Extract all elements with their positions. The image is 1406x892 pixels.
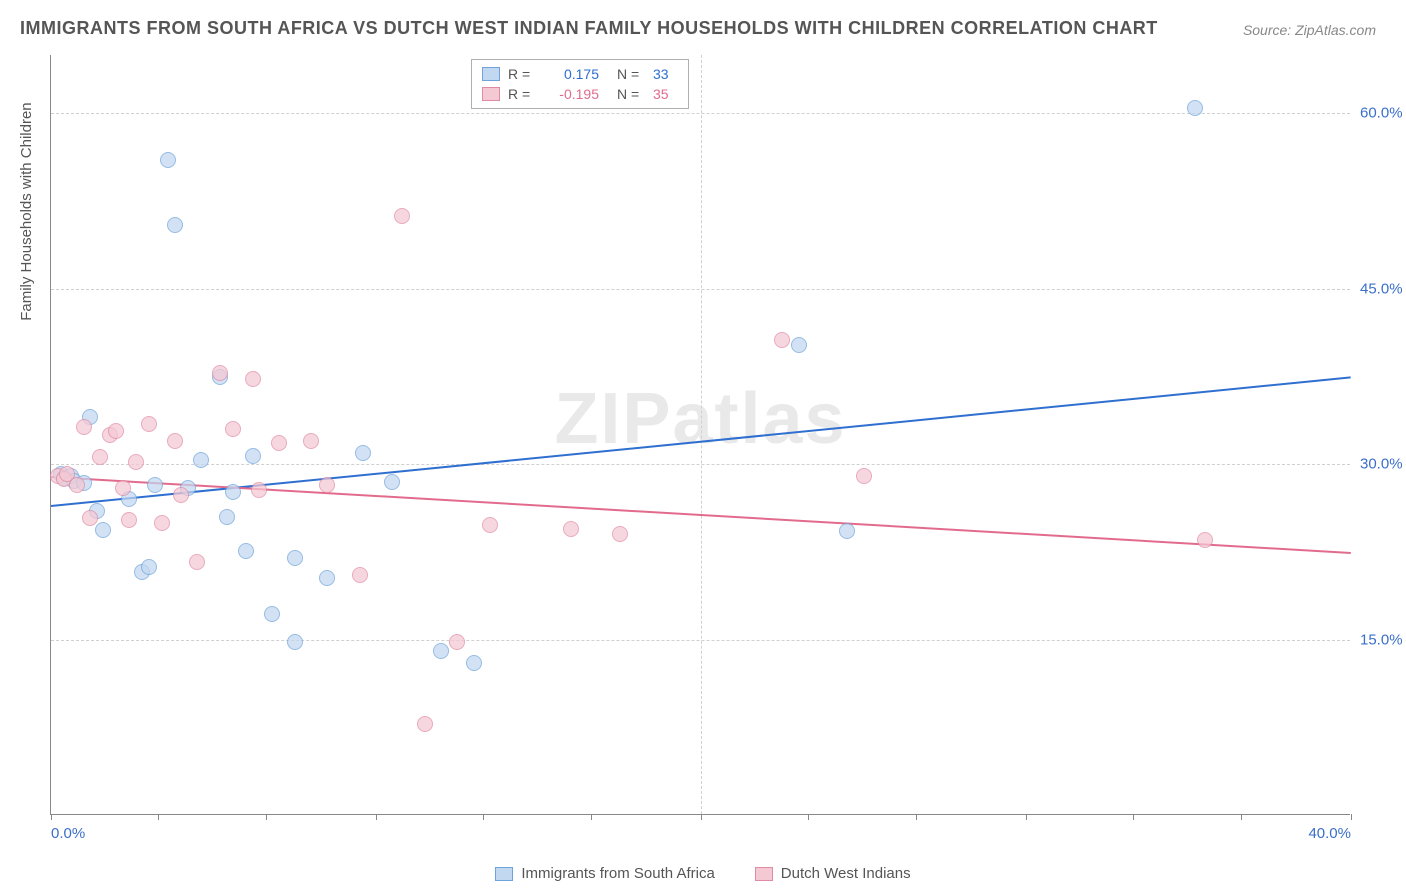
x-tick-label: 0.0% — [51, 825, 85, 842]
n-value-1: 33 — [653, 66, 678, 82]
y-tick-label: 15.0% — [1360, 631, 1406, 648]
r-value-1: 0.175 — [544, 66, 599, 82]
data-point — [791, 337, 807, 353]
x-tick-mark — [916, 814, 917, 820]
data-point — [303, 433, 319, 449]
data-point — [319, 570, 335, 586]
legend-label-1: Immigrants from South Africa — [521, 865, 714, 882]
legend-item-2: Dutch West Indians — [755, 865, 911, 882]
swatch-icon — [495, 867, 513, 881]
data-point — [355, 445, 371, 461]
data-point — [774, 332, 790, 348]
data-point — [319, 477, 335, 493]
data-point — [167, 217, 183, 233]
x-tick-mark — [483, 814, 484, 820]
data-point — [352, 567, 368, 583]
r-label: R = — [508, 86, 536, 102]
correlation-row-2: R = -0.195 N = 35 — [482, 84, 678, 104]
data-point — [212, 365, 228, 381]
legend-label-2: Dutch West Indians — [781, 865, 911, 882]
data-point — [466, 655, 482, 671]
data-point — [92, 449, 108, 465]
correlation-legend: R = 0.175 N = 33 R = -0.195 N = 35 — [471, 59, 689, 109]
x-tick-mark — [51, 814, 52, 820]
data-point — [287, 550, 303, 566]
data-point — [1197, 532, 1213, 548]
data-point — [433, 643, 449, 659]
x-tick-mark — [808, 814, 809, 820]
correlation-row-1: R = 0.175 N = 33 — [482, 64, 678, 84]
data-point — [856, 468, 872, 484]
data-point — [482, 517, 498, 533]
data-point — [82, 510, 98, 526]
data-point — [271, 435, 287, 451]
y-tick-label: 30.0% — [1360, 456, 1406, 473]
chart-title: IMMIGRANTS FROM SOUTH AFRICA VS DUTCH WE… — [20, 18, 1158, 39]
data-point — [69, 477, 85, 493]
swatch-series-2 — [482, 87, 500, 101]
data-point — [141, 559, 157, 575]
data-point — [394, 208, 410, 224]
data-point — [384, 474, 400, 490]
data-point — [128, 454, 144, 470]
n-label: N = — [617, 66, 645, 82]
data-point — [160, 152, 176, 168]
n-label: N = — [617, 86, 645, 102]
legend-item-1: Immigrants from South Africa — [495, 865, 714, 882]
data-point — [141, 416, 157, 432]
plot-area: ZIPatlas R = 0.175 N = 33 R = -0.195 N =… — [50, 55, 1350, 815]
source-attribution: Source: ZipAtlas.com — [1243, 22, 1376, 38]
x-tick-mark — [266, 814, 267, 820]
data-point — [147, 477, 163, 493]
x-tick-mark — [1241, 814, 1242, 820]
r-label: R = — [508, 66, 536, 82]
data-point — [219, 509, 235, 525]
x-tick-label: 40.0% — [1308, 825, 1351, 842]
data-point — [167, 433, 183, 449]
swatch-icon — [755, 867, 773, 881]
data-point — [121, 512, 137, 528]
data-point — [173, 487, 189, 503]
data-point — [225, 421, 241, 437]
x-tick-mark — [591, 814, 592, 820]
data-point — [612, 526, 628, 542]
data-point — [76, 419, 92, 435]
data-point — [287, 634, 303, 650]
x-tick-mark — [376, 814, 377, 820]
x-tick-mark — [1133, 814, 1134, 820]
data-point — [238, 543, 254, 559]
x-tick-mark — [158, 814, 159, 820]
data-point — [839, 523, 855, 539]
r-value-2: -0.195 — [544, 86, 599, 102]
data-point — [115, 480, 131, 496]
data-point — [264, 606, 280, 622]
data-point — [251, 482, 267, 498]
n-value-2: 35 — [653, 86, 678, 102]
data-point — [95, 522, 111, 538]
x-tick-mark — [1026, 814, 1027, 820]
data-point — [154, 515, 170, 531]
data-point — [563, 521, 579, 537]
x-tick-mark — [1351, 814, 1352, 820]
y-axis-label: Family Households with Children — [18, 102, 35, 320]
x-tick-mark — [701, 814, 702, 820]
swatch-series-1 — [482, 67, 500, 81]
data-point — [1187, 100, 1203, 116]
data-point — [225, 484, 241, 500]
data-point — [245, 371, 261, 387]
y-tick-label: 45.0% — [1360, 280, 1406, 297]
data-point — [193, 452, 209, 468]
gridline-v — [701, 55, 702, 814]
data-point — [245, 448, 261, 464]
y-tick-label: 60.0% — [1360, 105, 1406, 122]
data-point — [108, 423, 124, 439]
data-point — [449, 634, 465, 650]
series-legend: Immigrants from South Africa Dutch West … — [0, 865, 1406, 882]
data-point — [189, 554, 205, 570]
data-point — [417, 716, 433, 732]
